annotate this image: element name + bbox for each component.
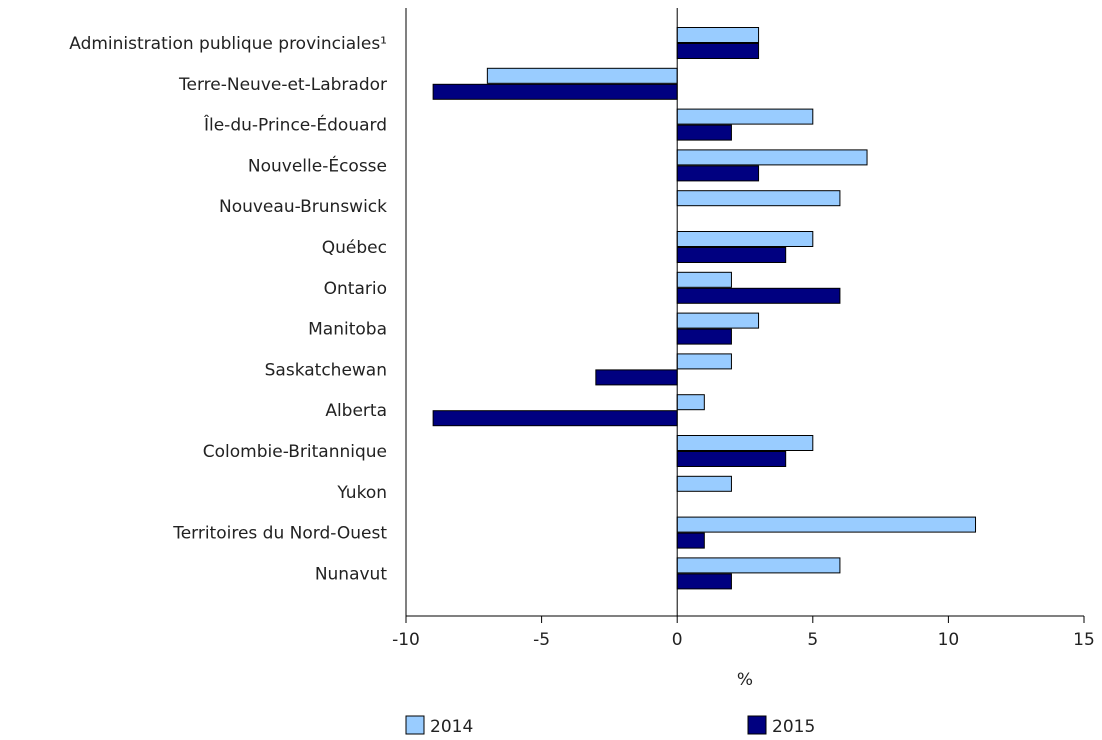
bar-2015 bbox=[595, 369, 678, 386]
x-tick-label: 10 bbox=[938, 630, 960, 650]
bar-2014 bbox=[676, 108, 814, 125]
bar-2015 bbox=[676, 328, 732, 345]
category-label: Nouvelle-Écosse bbox=[248, 154, 387, 176]
bar-2014 bbox=[676, 231, 814, 247]
x-axis-title: % bbox=[737, 670, 753, 690]
bar-2014 bbox=[676, 394, 705, 411]
category-label: Alberta bbox=[325, 401, 387, 421]
bar-2015 bbox=[676, 451, 787, 467]
category-label: Administration publique provinciales¹ bbox=[69, 34, 387, 54]
x-tick-label: -5 bbox=[533, 630, 550, 650]
bar-2014 bbox=[676, 27, 760, 43]
bar-2015 bbox=[432, 83, 678, 100]
bar-2015 bbox=[432, 410, 678, 427]
category-label: Terre-Neuve-et-Labrador bbox=[178, 75, 387, 95]
category-label: Nouveau-Brunswick bbox=[219, 197, 387, 217]
x-tick-label: 15 bbox=[1073, 630, 1095, 650]
x-tick-label: 0 bbox=[672, 630, 683, 650]
bar-2014 bbox=[486, 67, 678, 84]
legend-label: 2014 bbox=[430, 717, 473, 737]
bar-2014 bbox=[676, 475, 732, 492]
bar-2014 bbox=[676, 353, 732, 370]
bars-group bbox=[432, 27, 977, 590]
bar-2014 bbox=[676, 557, 841, 574]
bar-2015 bbox=[676, 573, 732, 590]
bar-2015 bbox=[676, 124, 732, 141]
category-label: Québec bbox=[322, 238, 387, 258]
x-tick-label: 5 bbox=[807, 630, 818, 650]
bar-2014 bbox=[676, 516, 977, 533]
bar-2014 bbox=[676, 435, 814, 451]
bar-2014 bbox=[676, 312, 760, 329]
category-label: Île-du-Prince-Édouard bbox=[203, 114, 387, 136]
bar-2015 bbox=[676, 165, 760, 182]
x-tick-label: -10 bbox=[392, 630, 420, 650]
category-label: Yukon bbox=[336, 483, 387, 503]
category-labels: Administration publique provinciales¹ Ter… bbox=[69, 34, 387, 584]
bar-2015 bbox=[676, 532, 705, 549]
legend: 2014 2015 bbox=[405, 715, 815, 737]
legend-swatch-2014 bbox=[405, 715, 425, 735]
bar-2014 bbox=[676, 149, 868, 166]
category-label: Territoires du Nord-Ouest bbox=[172, 524, 387, 544]
bar-2015 bbox=[676, 43, 760, 59]
legend-label: 2015 bbox=[772, 717, 815, 737]
legend-swatch-2015 bbox=[747, 715, 767, 735]
category-label: Colombie-Britannique bbox=[203, 442, 387, 462]
x-axis-ticks: -10 -5 0 5 10 15 bbox=[392, 616, 1095, 650]
bar-2014 bbox=[676, 271, 732, 288]
category-label: Saskatchewan bbox=[265, 360, 387, 380]
bar-2015 bbox=[676, 247, 787, 263]
category-label: Ontario bbox=[324, 279, 387, 299]
category-label: Manitoba bbox=[308, 320, 387, 340]
category-label: Nunavut bbox=[315, 564, 388, 584]
bar-2015 bbox=[676, 287, 841, 304]
bar-2014 bbox=[676, 190, 841, 207]
